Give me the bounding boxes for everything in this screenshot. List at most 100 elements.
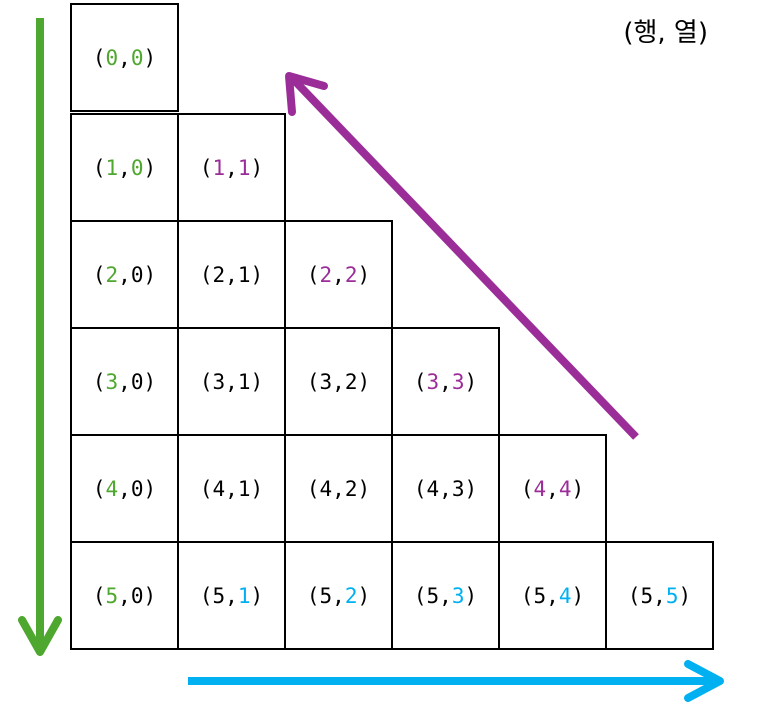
close-paren: ) [250,476,264,501]
comma: , [225,476,238,501]
close-paren: ) [143,583,157,608]
cell-5-4: (5, 4) [498,541,607,650]
open-paren: ( [199,262,213,287]
open-paren: ( [413,583,427,608]
open-paren: ( [306,262,320,287]
comma: , [439,583,452,608]
open-paren: ( [520,476,534,501]
diagonal-direction-arrow-head [285,72,328,116]
open-paren: ( [92,45,106,70]
column-index: 1 [237,155,251,180]
open-paren: ( [92,476,106,501]
column-index: 0 [130,583,144,608]
comma: , [225,369,238,394]
close-paren: ) [250,369,264,394]
cell-5-3: (5, 3) [391,541,500,650]
comma: , [118,45,131,70]
row-index: 5 [319,583,333,608]
cell-3-3: (3, 3) [391,327,500,436]
column-index: 0 [130,155,144,180]
row-index: 2 [212,262,226,287]
close-paren: ) [464,583,478,608]
row-index: 4 [212,476,226,501]
open-paren: ( [92,583,106,608]
comma: , [332,262,345,287]
close-paren: ) [357,262,371,287]
open-paren: ( [306,583,320,608]
row-index: 1 [212,155,226,180]
comma: , [439,369,452,394]
column-index: 0 [130,262,144,287]
close-paren: ) [143,476,157,501]
open-paren: ( [306,369,320,394]
comma: , [118,369,131,394]
close-paren: ) [571,476,585,501]
column-index: 4 [558,476,572,501]
diagonal-direction-arrow-shaft [289,75,639,440]
comma: , [546,583,559,608]
column-index: 2 [344,262,358,287]
comma: , [118,476,131,501]
comma: , [653,583,666,608]
close-paren: ) [678,583,692,608]
cell-5-0: (5, 0) [70,541,179,650]
diagonal-direction-arrow [285,72,639,440]
column-index: 0 [130,369,144,394]
row-index: 4 [426,476,440,501]
open-paren: ( [520,583,534,608]
open-paren: ( [92,262,106,287]
close-paren: ) [250,262,264,287]
row-index: 5 [212,583,226,608]
open-paren: ( [627,583,641,608]
row-index: 5 [105,583,119,608]
cell-3-1: (3, 1) [177,327,286,436]
cell-3-0: (3, 0) [70,327,179,436]
close-paren: ) [143,262,157,287]
close-paren: ) [357,369,371,394]
comma: , [225,262,238,287]
comma: , [332,369,345,394]
row-index: 3 [212,369,226,394]
open-paren: ( [199,583,213,608]
comma: , [225,583,238,608]
open-paren: ( [92,155,106,180]
comma: , [332,583,345,608]
comma: , [118,583,131,608]
comma: , [118,262,131,287]
comma: , [332,476,345,501]
cell-0-0: (0, 0) [70,3,179,112]
comma: , [439,476,452,501]
column-direction-arrow [188,660,724,702]
column-index: 2 [344,369,358,394]
row-index: 3 [319,369,333,394]
column-index: 0 [130,45,144,70]
open-paren: ( [306,476,320,501]
row-index: 5 [533,583,547,608]
close-paren: ) [250,583,264,608]
cell-4-3: (4, 3) [391,434,500,543]
comma: , [546,476,559,501]
column-index: 5 [665,583,679,608]
row-direction-arrow [18,18,62,656]
caption-row-column: (행, 열) [623,18,708,48]
column-index: 4 [558,583,572,608]
row-index: 1 [105,155,119,180]
open-paren: ( [92,369,106,394]
cell-1-1: (1, 1) [177,113,286,222]
row-index: 3 [105,369,119,394]
cell-4-1: (4, 1) [177,434,286,543]
row-index: 0 [105,45,119,70]
cell-5-2: (5, 2) [284,541,393,650]
row-index: 2 [319,262,333,287]
open-paren: ( [199,476,213,501]
close-paren: ) [571,583,585,608]
cell-5-1: (5, 1) [177,541,286,650]
row-index: 5 [426,583,440,608]
open-paren: ( [413,476,427,501]
column-index: 0 [130,476,144,501]
column-index: 1 [237,583,251,608]
close-paren: ) [143,155,157,180]
row-index: 2 [105,262,119,287]
